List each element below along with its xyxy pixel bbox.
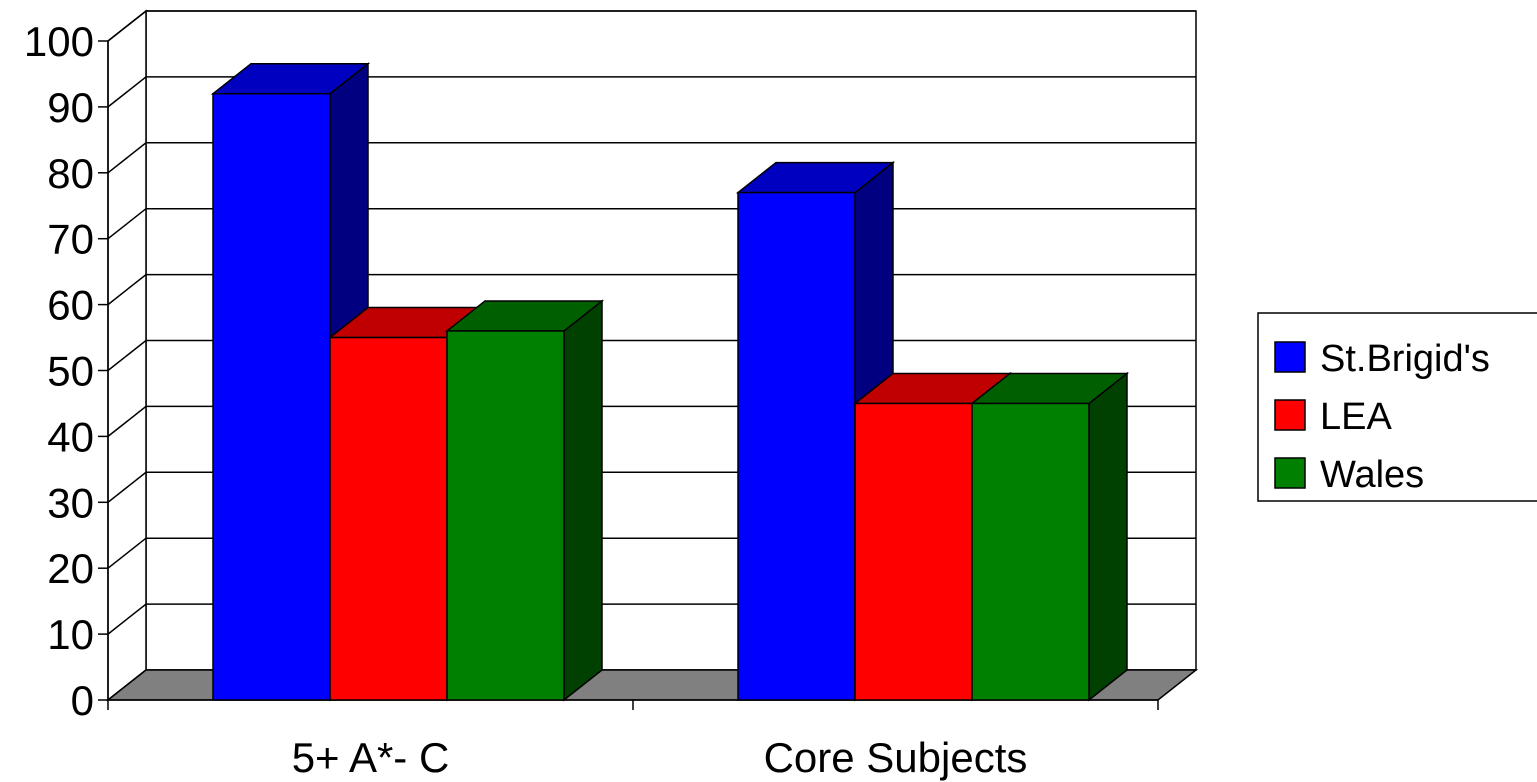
bars	[210, 62, 1130, 702]
bar-front-face	[212, 92, 331, 701]
legend: St.Brigid's LEA Wales	[1257, 312, 1537, 502]
y-tick-label: 10	[47, 611, 94, 658]
gridline	[107, 142, 1196, 174]
bar-side-face	[563, 299, 603, 702]
gridline	[107, 10, 1196, 42]
bar-side-face	[1088, 371, 1128, 702]
y-tick-label: 70	[47, 216, 94, 263]
y-tick-label: 100	[24, 18, 94, 65]
legend-swatch-st-brigid-s	[1274, 341, 1306, 373]
bar-wales-core-subjects	[969, 371, 1130, 702]
y-tick-label: 80	[47, 150, 94, 197]
gridline	[107, 76, 1196, 108]
legend-label-wales: Wales	[1320, 454, 1424, 496]
x-category-label: Core Subjects	[764, 734, 1028, 781]
x-axis-categories: 5+ A*- C Core Subjects	[107, 700, 1159, 781]
legend-swatch-lea	[1274, 399, 1306, 431]
x-category-label: 5+ A*- C	[292, 734, 450, 781]
legend-label-lea: LEA	[1320, 396, 1392, 438]
y-tick-label: 0	[71, 677, 94, 724]
y-tick-label: 90	[47, 84, 94, 131]
y-tick-label: 40	[47, 413, 94, 460]
bar-front-face	[446, 330, 565, 701]
legend-label-st-brigid-s: St.Brigid's	[1320, 338, 1490, 380]
y-axis-ticks: 0 10 20 30 40 50 60 70 80 90 100	[24, 18, 108, 724]
y-tick-label: 20	[47, 545, 94, 592]
y-tick-label: 30	[47, 479, 94, 526]
legend-swatch-wales	[1274, 457, 1306, 489]
bar-front-face	[329, 336, 448, 701]
bar-front-face	[854, 402, 973, 701]
bar-wales-5-a-c	[444, 299, 605, 702]
y-tick-label: 50	[47, 348, 94, 395]
y-tick-label: 60	[47, 282, 94, 329]
bar-st-brigid-s-core-subjects	[735, 161, 896, 702]
bar-front-face	[971, 402, 1090, 701]
bar-front-face	[737, 191, 856, 701]
